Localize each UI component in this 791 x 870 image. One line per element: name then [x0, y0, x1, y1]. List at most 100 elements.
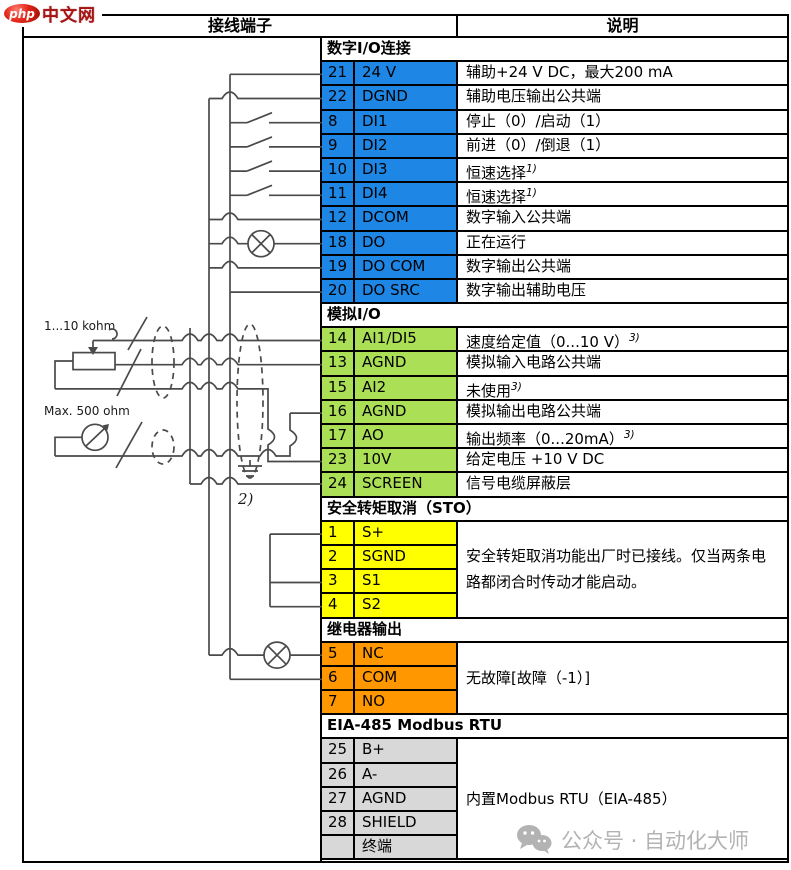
terminal-row: 14 AI1/DI5 [322, 328, 456, 353]
terminal-number: 4 [322, 594, 355, 617]
terminal-row: 25 B+ [322, 739, 456, 764]
terminal-name: SHIELD [362, 813, 417, 831]
footnote-ref: 3) [623, 429, 635, 441]
terminal-row: 17 AO [322, 425, 456, 450]
terminal-name: AGND [362, 353, 407, 372]
terminal-description: 辅助电压输出公共端 [458, 86, 787, 111]
terminal-description: 数字输入公共端 [458, 207, 787, 232]
terminal-row: 20 DO SRC [322, 279, 456, 305]
terminal-name: DO COM [362, 256, 426, 275]
terminal-number: 10 [322, 158, 355, 182]
terminal-description: 停止（0）/启动（1） [458, 111, 787, 135]
terminal-row: 2 SGND [322, 545, 456, 571]
terminal-description-text: 数字输出公共端 [466, 256, 572, 275]
merged-description-text: 安全转矩取消功能出厂时已接线。仅当两条电路都闭合时传动才能启动。 [466, 547, 767, 592]
terminal-description-text: 数字输入公共端 [466, 208, 572, 227]
merged-description: 无故障[故障（-1）] [458, 643, 787, 716]
terminal-row: 27 AGND [322, 787, 456, 812]
terminal-name: B+ [362, 740, 385, 759]
terminal-row: 12 DCOM [322, 207, 456, 232]
terminal-row: 28 SHIELD [322, 812, 456, 837]
merged-description: 内置Modbus RTU（EIA-485） [458, 739, 787, 861]
terminal-number: 19 [322, 255, 355, 278]
section-body: 1 S+ 2 SGND 3 S1 4 S2 安全转矩取消功能出厂时已接线。仅当两条电路都闭合时传… [322, 521, 787, 619]
terminal-name: DI2 [362, 135, 388, 154]
merged-description-text: 内置Modbus RTU（EIA-485） [466, 789, 677, 808]
terminal-description-text: 未使用 [466, 381, 512, 400]
terminal-description: 未使用3) [458, 377, 787, 401]
terminal-description-text: 停止（0）/启动（1） [466, 111, 611, 130]
terminal-name: DGND [362, 87, 408, 106]
terminal-name: S+ [362, 522, 385, 541]
terminal-row: 6 COM [322, 666, 456, 692]
section-analog: 模拟I/O 14 AI1/DI5 13 AGND 15 AI2 16 AGND 17 AO 23 10V… [322, 304, 787, 498]
section-title: 数字I/O连接 [322, 38, 787, 63]
terminal-row: 10 DI3 [322, 158, 456, 184]
terminal-number: 8 [322, 110, 355, 133]
section-title: 继电器输出 [322, 618, 787, 643]
description-column: 安全转矩取消功能出厂时已接线。仅当两条电路都闭合时传动才能启动。 [458, 522, 787, 619]
table-header-row: 接线端子 说明 [24, 16, 787, 38]
terminal-description: 速度给定值（0...10 V）3) [458, 328, 787, 353]
terminal-number: 14 [322, 328, 355, 351]
terminal-row: 18 DO [322, 231, 456, 256]
terminal-name: DO [362, 232, 386, 251]
terminal-name: AI1/DI5 [362, 329, 417, 348]
terminal-number: 9 [322, 134, 355, 157]
terminal-name: AGND [362, 401, 407, 420]
terminal-number: 25 [322, 739, 355, 762]
merged-description-text: 无故障[故障（-1）] [466, 668, 591, 687]
terminal-row: 4 S2 [322, 594, 456, 619]
section-body: 14 AI1/DI5 13 AGND 15 AI2 16 AGND 17 AO 23 10V 24 SCR… [322, 328, 787, 498]
terminal-description-text: 输出频率（0...20mA） [466, 430, 624, 448]
terminal-name: DCOM [362, 208, 409, 227]
terminal-column: 5 NC 6 COM 7 NO [322, 642, 458, 716]
description-column: 无故障[故障（-1）] [458, 643, 787, 716]
terminal-number: 2 [322, 545, 355, 569]
description-column: 速度给定值（0...10 V）3) 模拟输入电路公共端 未使用3) 模拟输出电路公共端… [458, 328, 787, 498]
terminal-number: 17 [322, 425, 355, 448]
terminal-description: 前进（0）/倒退（1） [458, 135, 787, 159]
terminal-row: 22 DGND [322, 86, 456, 111]
terminal-description-text: 给定电压 +10 V DC [466, 450, 605, 469]
description-column: 辅助+24 V DC，最大200 mA 辅助电压输出公共端 停止（0）/启动（1） 前… [458, 62, 787, 305]
terminal-description: 给定电压 +10 V DC [458, 449, 787, 474]
terminal-name: DI4 [362, 184, 388, 203]
footnote-ref: 3) [511, 380, 522, 393]
terminal-number: 20 [322, 279, 355, 303]
section-title: EIA-485 Modbus RTU [322, 715, 787, 740]
terminal-description-text: 正在运行 [466, 232, 527, 251]
terminal-name: NO [362, 692, 386, 711]
terminal-number: 27 [322, 787, 355, 810]
terminal-row: 16 AGND [322, 400, 456, 425]
terminal-number: 16 [322, 400, 355, 423]
terminal-description: 辅助+24 V DC，最大200 mA [458, 62, 787, 87]
terminal-description: 输出频率（0...20mA）3) [458, 425, 787, 450]
terminal-row: 5 NC [322, 642, 456, 667]
terminal-row: 13 AGND [322, 352, 456, 377]
section-body: 25 B+ 26 A- 27 AGND 28 SHIELD 终端 内置Modbus RTU（EIA… [322, 739, 787, 861]
terminal-description: 模拟输入电路公共端 [458, 352, 787, 377]
site-logo: php 中文网 [4, 1, 102, 27]
terminal-row: 3 S1 [322, 570, 456, 595]
terminal-name: DO SRC [362, 280, 420, 299]
terminal-name: A- [362, 764, 378, 783]
section-title: 安全转矩取消（STO） [322, 497, 787, 522]
footnote-ref: 1) [526, 187, 537, 200]
terminal-name: 24 V [362, 63, 397, 82]
section-body: 21 24 V 22 DGND 8 DI1 9 DI2 10 DI3 11 DI4 12 DCOM 18 DO… [322, 62, 787, 305]
terminal-name: NC [362, 643, 384, 662]
terminal-row: 26 A- [322, 763, 456, 788]
terminal-description-text: 恒速选择 [466, 163, 527, 182]
section-sto: 安全转矩取消（STO） 1 S+ 2 SGND 3 S1 4 S2 安全转矩取消功能出厂时已接线。… [322, 497, 787, 619]
terminal-row: 21 24 V [322, 62, 456, 87]
terminal-number: 6 [322, 666, 355, 690]
terminal-column: 21 24 V 22 DGND 8 DI1 9 DI2 10 DI3 11 DI4 12 DCOM 18 DO… [322, 62, 458, 305]
terminal-name: AO [362, 426, 384, 444]
section-relay: 继电器输出 5 NC 6 COM 7 NO 无故障[故障（-1）] [322, 618, 787, 716]
terminal-row: 8 DI1 [322, 110, 456, 135]
terminal-number: 22 [322, 86, 355, 109]
section-body: 5 NC 6 COM 7 NO 无故障[故障（-1）] [322, 642, 787, 716]
terminal-row: 23 10V [322, 449, 456, 474]
terminal-column: 14 AI1/DI5 13 AGND 15 AI2 16 AGND 17 AO 23 10V 24 SCR… [322, 328, 458, 498]
